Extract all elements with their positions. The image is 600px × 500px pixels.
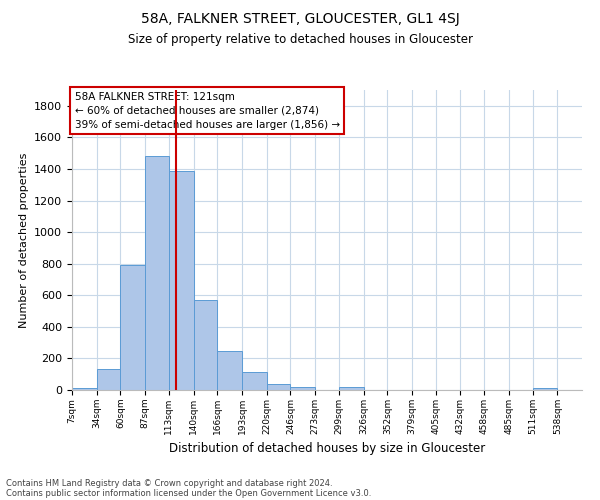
Bar bbox=[242, 372, 266, 390]
Text: Contains HM Land Registry data © Crown copyright and database right 2024.: Contains HM Land Registry data © Crown c… bbox=[6, 478, 332, 488]
Text: 58A FALKNER STREET: 121sqm
← 60% of detached houses are smaller (2,874)
39% of s: 58A FALKNER STREET: 121sqm ← 60% of deta… bbox=[74, 92, 340, 130]
Text: Contains public sector information licensed under the Open Government Licence v3: Contains public sector information licen… bbox=[6, 488, 371, 498]
Bar bbox=[169, 170, 194, 390]
Bar bbox=[145, 156, 169, 390]
Y-axis label: Number of detached properties: Number of detached properties bbox=[19, 152, 29, 328]
Text: 58A, FALKNER STREET, GLOUCESTER, GL1 4SJ: 58A, FALKNER STREET, GLOUCESTER, GL1 4SJ bbox=[140, 12, 460, 26]
X-axis label: Distribution of detached houses by size in Gloucester: Distribution of detached houses by size … bbox=[169, 442, 485, 456]
Bar bbox=[533, 388, 557, 390]
Bar bbox=[339, 387, 364, 390]
Bar bbox=[217, 350, 242, 390]
Bar bbox=[290, 387, 315, 390]
Bar bbox=[194, 300, 217, 390]
Text: Size of property relative to detached houses in Gloucester: Size of property relative to detached ho… bbox=[128, 32, 473, 46]
Bar bbox=[266, 384, 290, 390]
Bar bbox=[121, 266, 145, 390]
Bar bbox=[72, 388, 97, 390]
Bar bbox=[97, 368, 121, 390]
